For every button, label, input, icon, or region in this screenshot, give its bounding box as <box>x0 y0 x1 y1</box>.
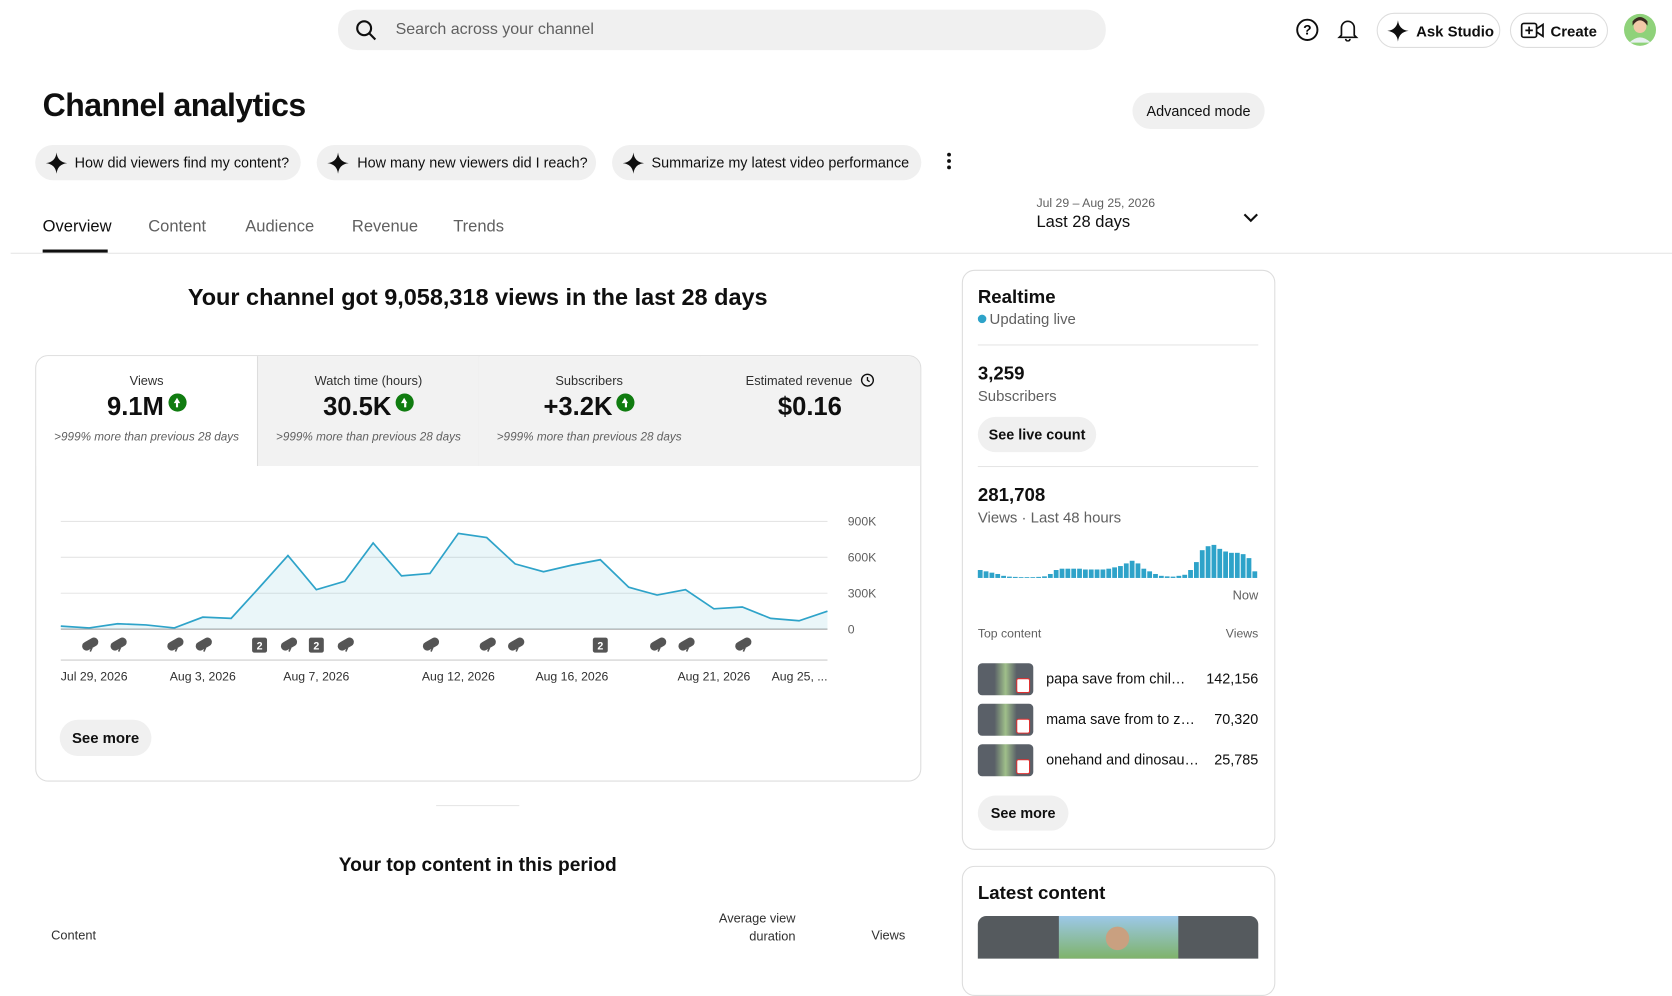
views-label: Views · Last 48 hours <box>977 508 1122 526</box>
realtime-status: Updating live <box>989 310 1076 328</box>
notifications-icon[interactable] <box>1337 18 1359 42</box>
metric-value: +3.2K <box>543 392 613 422</box>
metric-tab[interactable]: Estimated revenue $0.16 <box>699 356 921 466</box>
clock-icon <box>860 373 874 387</box>
svg-text:?: ? <box>1303 22 1311 38</box>
table-header: Content <box>51 927 97 943</box>
see-more-button[interactable]: See more <box>977 795 1069 831</box>
tab[interactable]: Audience <box>245 217 315 236</box>
prompt-chip[interactable]: Summarize my latest video performance <box>612 145 922 181</box>
latest-content-thumbnail[interactable] <box>977 915 1259 959</box>
metric-value: 9.1M <box>106 392 164 422</box>
divider <box>977 465 1259 468</box>
prompt-chip[interactable]: How many new viewers did I reach? <box>316 145 597 181</box>
shorts-badge <box>1016 759 1031 775</box>
more-menu[interactable] <box>945 151 954 170</box>
tab[interactable]: Overview <box>42 217 112 236</box>
prompt-text: How many new viewers did I reach? <box>357 154 588 171</box>
create-label: Create <box>1550 22 1597 40</box>
avatar[interactable] <box>1623 13 1657 47</box>
create-button[interactable]: Create <box>1509 12 1609 48</box>
metric-value: $0.16 <box>777 392 842 422</box>
metric-tab[interactable]: Watch time (hours) 30.5K >999% more than… <box>256 356 480 466</box>
search-placeholder: Search across your channel <box>395 20 594 39</box>
thumbnail-figure <box>1105 926 1130 951</box>
overview-card: Views 9.1M >999% more than previous 28 d… <box>35 355 922 782</box>
shorts-badge <box>1016 718 1031 734</box>
metric-value: 30.5K <box>323 392 392 422</box>
search-bar[interactable]: Search across your channel <box>338 9 1106 51</box>
subscriber-label: Subscribers <box>977 387 1057 405</box>
up-arrow <box>395 393 414 412</box>
content-title[interactable]: mama save from to z… <box>1046 711 1195 728</box>
top-content-title: Your top content in this period <box>338 854 617 876</box>
date-range-dates: Jul 29 – Aug 25, 2026 <box>1036 197 1156 211</box>
date-range-label[interactable]: Last 28 days <box>1036 213 1131 232</box>
advanced-mode-button[interactable]: Advanced mode <box>1132 92 1265 130</box>
up-arrow <box>168 393 187 412</box>
sparkle-icon <box>622 152 645 174</box>
prompt-text: Summarize my latest video performance <box>651 154 910 171</box>
metric-label: Views <box>129 373 164 389</box>
metric-tab[interactable]: Subscribers +3.2K >999% more than previo… <box>478 356 701 466</box>
views-count: 281,708 <box>977 484 1046 506</box>
create-icon <box>1520 22 1544 39</box>
metric-label-row: Estimated revenue <box>700 373 921 388</box>
now-label: Now <box>1232 587 1259 603</box>
top-content-label: Top content <box>977 628 1042 641</box>
section-divider <box>436 805 520 807</box>
date-range-chevron[interactable] <box>1242 211 1259 224</box>
content-views: 142,156 <box>1206 670 1259 687</box>
table-header: Views <box>871 927 906 943</box>
metric-value-row: 9.1M <box>36 392 257 422</box>
metric-change: >999% more than previous 28 days <box>275 430 461 444</box>
prompt-text: How did viewers find my content? <box>74 154 290 171</box>
live-dot <box>977 314 987 324</box>
ask-studio-button[interactable]: Ask Studio <box>1376 12 1501 48</box>
divider <box>977 344 1259 346</box>
tab[interactable]: Content <box>148 217 207 236</box>
prompt-chip[interactable]: How did viewers find my content? <box>35 145 301 181</box>
sparkle-icon <box>327 152 349 174</box>
help-icon[interactable]: ? <box>1296 18 1319 41</box>
content-title[interactable]: onehand and dinosau… <box>1046 751 1199 768</box>
up-arrow <box>616 393 635 412</box>
headline: Your channel got 9,058,318 views in the … <box>187 283 768 311</box>
metric-change: >999% more than previous 28 days <box>496 430 682 444</box>
page-title: Channel analytics <box>42 88 306 124</box>
metric-value-row: 30.5K <box>258 392 479 422</box>
metric-label: Subscribers <box>555 373 623 389</box>
content-title[interactable]: papa save from chil… <box>1046 670 1186 687</box>
subscriber-count: 3,259 <box>977 362 1025 384</box>
studio-page: Search across your channel ? Ask Studio … <box>10 9 1672 996</box>
metric-label: Watch time (hours) <box>314 373 423 389</box>
metric-change: >999% more than previous 28 days <box>54 430 240 444</box>
latest-content-title: Latest content <box>977 881 1106 904</box>
metric-value-row: +3.2K <box>479 392 700 422</box>
metric-label: Estimated revenue <box>745 373 853 389</box>
tab-underline <box>42 249 108 253</box>
tab[interactable]: Trends <box>453 217 505 236</box>
shorts-badge <box>1016 678 1031 694</box>
tab[interactable]: Revenue <box>351 217 419 236</box>
page: Search across your channel ? Ask Studio … <box>10 9 1672 996</box>
see-more-button[interactable]: See more <box>59 719 152 757</box>
table-header: Average view duration <box>718 910 796 944</box>
tabs-divider <box>10 252 1672 254</box>
search-icon <box>356 20 377 41</box>
see-live-count-button[interactable]: See live count <box>977 416 1097 453</box>
sparkle-icon <box>1387 20 1409 42</box>
realtime-title: Realtime <box>977 285 1056 308</box>
sparkle-icon <box>45 152 68 174</box>
content-views: 70,320 <box>1214 711 1259 728</box>
metric-tab[interactable]: Views 9.1M >999% more than previous 28 d… <box>36 356 259 466</box>
views-header: Views <box>1225 628 1259 641</box>
content-views: 25,785 <box>1214 751 1259 768</box>
ask-studio-label: Ask Studio <box>1416 22 1495 40</box>
